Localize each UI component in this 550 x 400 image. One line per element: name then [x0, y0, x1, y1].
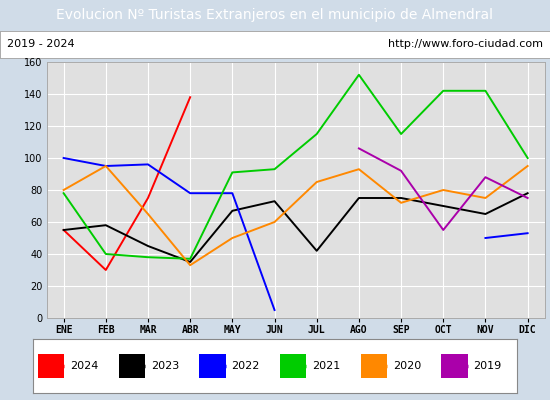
2021 [524, 156, 531, 160]
2022 [60, 156, 67, 160]
Text: 2020: 2020 [393, 361, 421, 371]
2023 [440, 204, 447, 208]
2023 [187, 260, 194, 264]
2024 [187, 95, 194, 100]
2020 [187, 263, 194, 268]
2020 [60, 188, 67, 192]
Text: 2024: 2024 [70, 361, 98, 371]
Bar [199, 354, 226, 378]
2023 [356, 196, 362, 200]
Text: Evolucion Nº Turistas Extranjeros en el municipio de Almendral: Evolucion Nº Turistas Extranjeros en el … [57, 8, 493, 22]
2023 [524, 191, 531, 196]
Bar [360, 354, 387, 378]
2024 [145, 196, 151, 200]
2021 [482, 88, 489, 93]
2024 [102, 268, 109, 272]
Line: 2021: 2021 [64, 75, 527, 259]
2021 [145, 255, 151, 260]
Line: 2024: 2024 [64, 97, 190, 270]
2021 [440, 88, 447, 93]
2020 [145, 212, 151, 216]
2020 [524, 164, 531, 168]
Text: 2023: 2023 [151, 361, 179, 371]
Line: 2022: 2022 [64, 158, 274, 310]
2023 [398, 196, 404, 200]
Text: 2022: 2022 [232, 361, 260, 371]
2021 [356, 72, 362, 77]
Text: http://www.foro-ciudad.com: http://www.foro-ciudad.com [388, 39, 543, 49]
Text: 2019 - 2024: 2019 - 2024 [7, 39, 74, 49]
Line: 2023: 2023 [64, 193, 527, 262]
2022 [102, 164, 109, 168]
2020 [271, 220, 278, 224]
Bar [38, 354, 64, 378]
2023 [482, 212, 489, 216]
2023 [102, 223, 109, 228]
2020 [440, 188, 447, 192]
2023 [271, 199, 278, 204]
2022 [187, 191, 194, 196]
2021 [271, 167, 278, 172]
2022 [271, 308, 278, 312]
Bar [441, 354, 468, 378]
2021 [102, 252, 109, 256]
2024 [60, 228, 67, 232]
Bar [280, 354, 306, 378]
2023 [314, 248, 320, 253]
Bar [118, 354, 145, 378]
2020 [482, 196, 489, 200]
Line: 2020: 2020 [64, 166, 527, 265]
2020 [314, 180, 320, 184]
2020 [356, 167, 362, 172]
Text: 2019: 2019 [474, 361, 502, 371]
Text: 2021: 2021 [312, 361, 340, 371]
2021 [229, 170, 235, 175]
2021 [60, 191, 67, 196]
2022 [145, 162, 151, 167]
2020 [102, 164, 109, 168]
2021 [314, 132, 320, 136]
2021 [398, 132, 404, 136]
2023 [60, 228, 67, 232]
2021 [187, 256, 194, 261]
2023 [229, 208, 235, 213]
2020 [229, 236, 235, 240]
2020 [398, 200, 404, 205]
2023 [145, 244, 151, 248]
2022 [229, 191, 235, 196]
